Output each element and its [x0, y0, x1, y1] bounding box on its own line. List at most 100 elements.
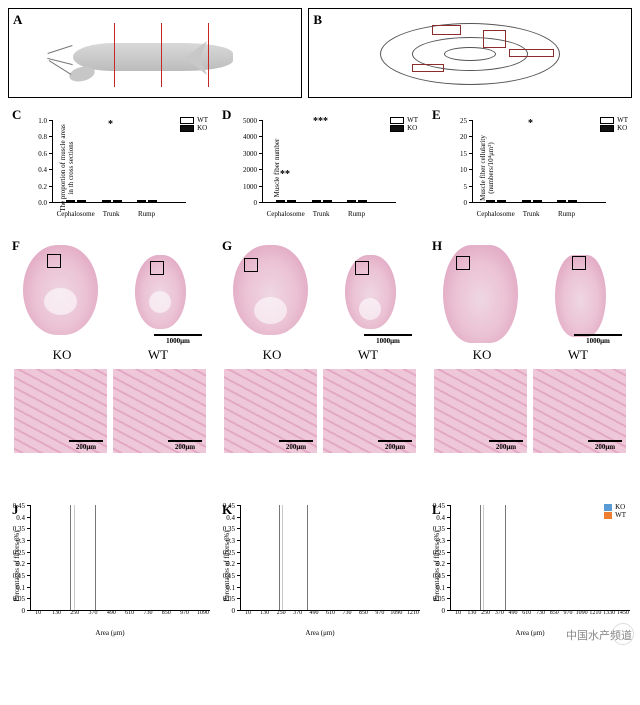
- cross-shape: [345, 255, 395, 329]
- panel-E: E Muscle fiber cellularity (numbers/10⁴μ…: [428, 104, 632, 229]
- dist-xtick: 730: [536, 610, 545, 616]
- chartD-Rump-ko-bar: [358, 200, 367, 202]
- chartC-legend: WT KO: [180, 116, 208, 132]
- chartE-xtick: Rump: [547, 210, 587, 218]
- panelH-ko-zoom: 200μm: [434, 369, 527, 453]
- median-line-wt_shadow: [483, 505, 484, 610]
- chartE-Rump-ko-bar: [568, 200, 577, 202]
- legend-wt: WT: [197, 116, 208, 124]
- panelF-zoom-row: 200μm 200μm: [14, 369, 206, 457]
- sample-box: [412, 64, 444, 73]
- watermark-icon: [612, 623, 634, 645]
- slice-line: [208, 23, 209, 87]
- chartD-legend: WT KO: [390, 116, 418, 132]
- dist-xtick: 1450: [617, 610, 629, 616]
- panel-H: H 1000μm KO WT 200μm 200μm: [428, 235, 632, 493]
- chartC-xtick: Rump: [127, 210, 167, 218]
- sample-box-icon: [355, 261, 369, 275]
- scale-bar: 200μm: [168, 440, 202, 451]
- dist-xtick: 970: [375, 610, 384, 616]
- dist-xtick: 490: [509, 610, 518, 616]
- significance-marker: *: [96, 119, 124, 130]
- scale-bar: 1000μm: [154, 334, 202, 345]
- chartC-xtick: Trunk: [91, 210, 131, 218]
- dist-xtick: 970: [180, 610, 189, 616]
- row-JKL: J Percentages of fibers (%) 00.050.10.15…: [8, 499, 632, 633]
- dist-xtick: 490: [107, 610, 116, 616]
- chartD-xtick: Rump: [337, 210, 377, 218]
- dist-xtick: 730: [342, 610, 351, 616]
- median-line-wt_shadow: [282, 505, 283, 610]
- dist-xtick: 970: [563, 610, 572, 616]
- distK-plot: 00.050.10.150.20.250.30.350.40.451013025…: [240, 505, 420, 611]
- chartE-Cephalosome-ko-bar: [497, 200, 506, 202]
- dist-xtick: 610: [125, 610, 134, 616]
- panelF-labels: KO WT: [14, 347, 206, 363]
- dist-xtick: 850: [359, 610, 368, 616]
- panelG-zoom-row: 200μm 200μm: [224, 369, 416, 457]
- scale-bar: 1000μm: [364, 334, 412, 345]
- chartD-Trunk-ko-bar: [323, 200, 332, 202]
- sample-box: [432, 25, 461, 35]
- panelG-wt-cross: 1000μm: [323, 239, 416, 347]
- panelF-cross-row: 1000μm: [14, 239, 206, 347]
- inner-oval: [444, 47, 495, 61]
- panelH-zoom-row: 200μm 200μm: [434, 369, 626, 457]
- median-line-wt: [95, 505, 96, 610]
- scale-bar: 200μm: [69, 440, 103, 451]
- scale-bar: 1000μm: [574, 334, 622, 345]
- panelG-wt-zoom: 200μm: [323, 369, 416, 453]
- chartE-Rump-wt-bar: [557, 200, 566, 202]
- panelG-ko-cross: [224, 239, 317, 347]
- dist-xtick: 370: [293, 610, 302, 616]
- chartC-Rump-wt-bar: [137, 200, 146, 202]
- panelG-labels: KO WT: [224, 347, 416, 363]
- chartE-Trunk-ko-bar: [533, 200, 542, 202]
- sample-box-icon: [47, 254, 61, 268]
- distK-xlabel: Area (μm): [218, 629, 422, 637]
- distJ-plot: 00.050.10.150.20.250.30.350.40.451013025…: [30, 505, 210, 611]
- distL-legend: KO WT: [604, 503, 626, 519]
- chartC-Rump-ko-bar: [148, 200, 157, 202]
- median-line-ko: [480, 505, 481, 610]
- sample-box: [509, 49, 554, 57]
- dist-xtick: 1090: [197, 610, 209, 616]
- dist-xtick: 850: [162, 610, 171, 616]
- median-line-ko: [279, 505, 280, 610]
- chartE-Cephalosome-wt-bar: [486, 200, 495, 202]
- chartD-xtick: Trunk: [301, 210, 341, 218]
- dist-xtick: 610: [522, 610, 531, 616]
- chartC-Trunk-ko-bar: [113, 200, 122, 202]
- sample-box-icon: [572, 256, 586, 270]
- distJ-xlabel: Area (μm): [8, 629, 212, 637]
- chartD-Trunk-wt-bar: [312, 200, 321, 202]
- sample-box-icon: [456, 256, 470, 270]
- wt-label: WT: [110, 347, 206, 363]
- dist-xtick: 1090: [390, 610, 402, 616]
- dist-xtick: 10: [245, 610, 251, 616]
- panelF-wt-cross: 1000μm: [113, 239, 206, 347]
- fish-whisker: [47, 45, 72, 54]
- dist-xtick: 250: [70, 610, 79, 616]
- panel-D: D Muscle fiber number 010002000300040005…: [218, 104, 422, 229]
- chartC-Trunk-wt-bar: [102, 200, 111, 202]
- row-FGH: F 1000μm KO WT 200μm 200μm: [8, 235, 632, 493]
- fish-body: [73, 43, 233, 71]
- figure-composite: A B C The proportion of muscle are: [0, 0, 640, 647]
- dist-xtick: 370: [495, 610, 504, 616]
- chartE-legend: WT KO: [600, 116, 628, 132]
- fish-fin: [68, 64, 97, 84]
- schematic-cross-section: [309, 9, 631, 97]
- panelF-ko-zoom: 200μm: [14, 369, 107, 453]
- chartE-xtick: Cephalosome: [476, 210, 516, 218]
- panelF-wt-zoom: 200μm: [113, 369, 206, 453]
- median-line-wt_shadow: [74, 505, 75, 610]
- panel-F: F 1000μm KO WT 200μm 200μm: [8, 235, 212, 493]
- dist-xtick: 250: [277, 610, 286, 616]
- significance-marker: *: [516, 118, 544, 129]
- fish-sketch: [9, 9, 301, 97]
- dist-xtick: 730: [143, 610, 152, 616]
- cross-shape: [443, 245, 517, 343]
- chartD-plot: 010002000300040005000**Cephalosome***Tru…: [262, 120, 396, 203]
- panel-J: J Percentages of fibers (%) 00.050.10.15…: [8, 499, 212, 633]
